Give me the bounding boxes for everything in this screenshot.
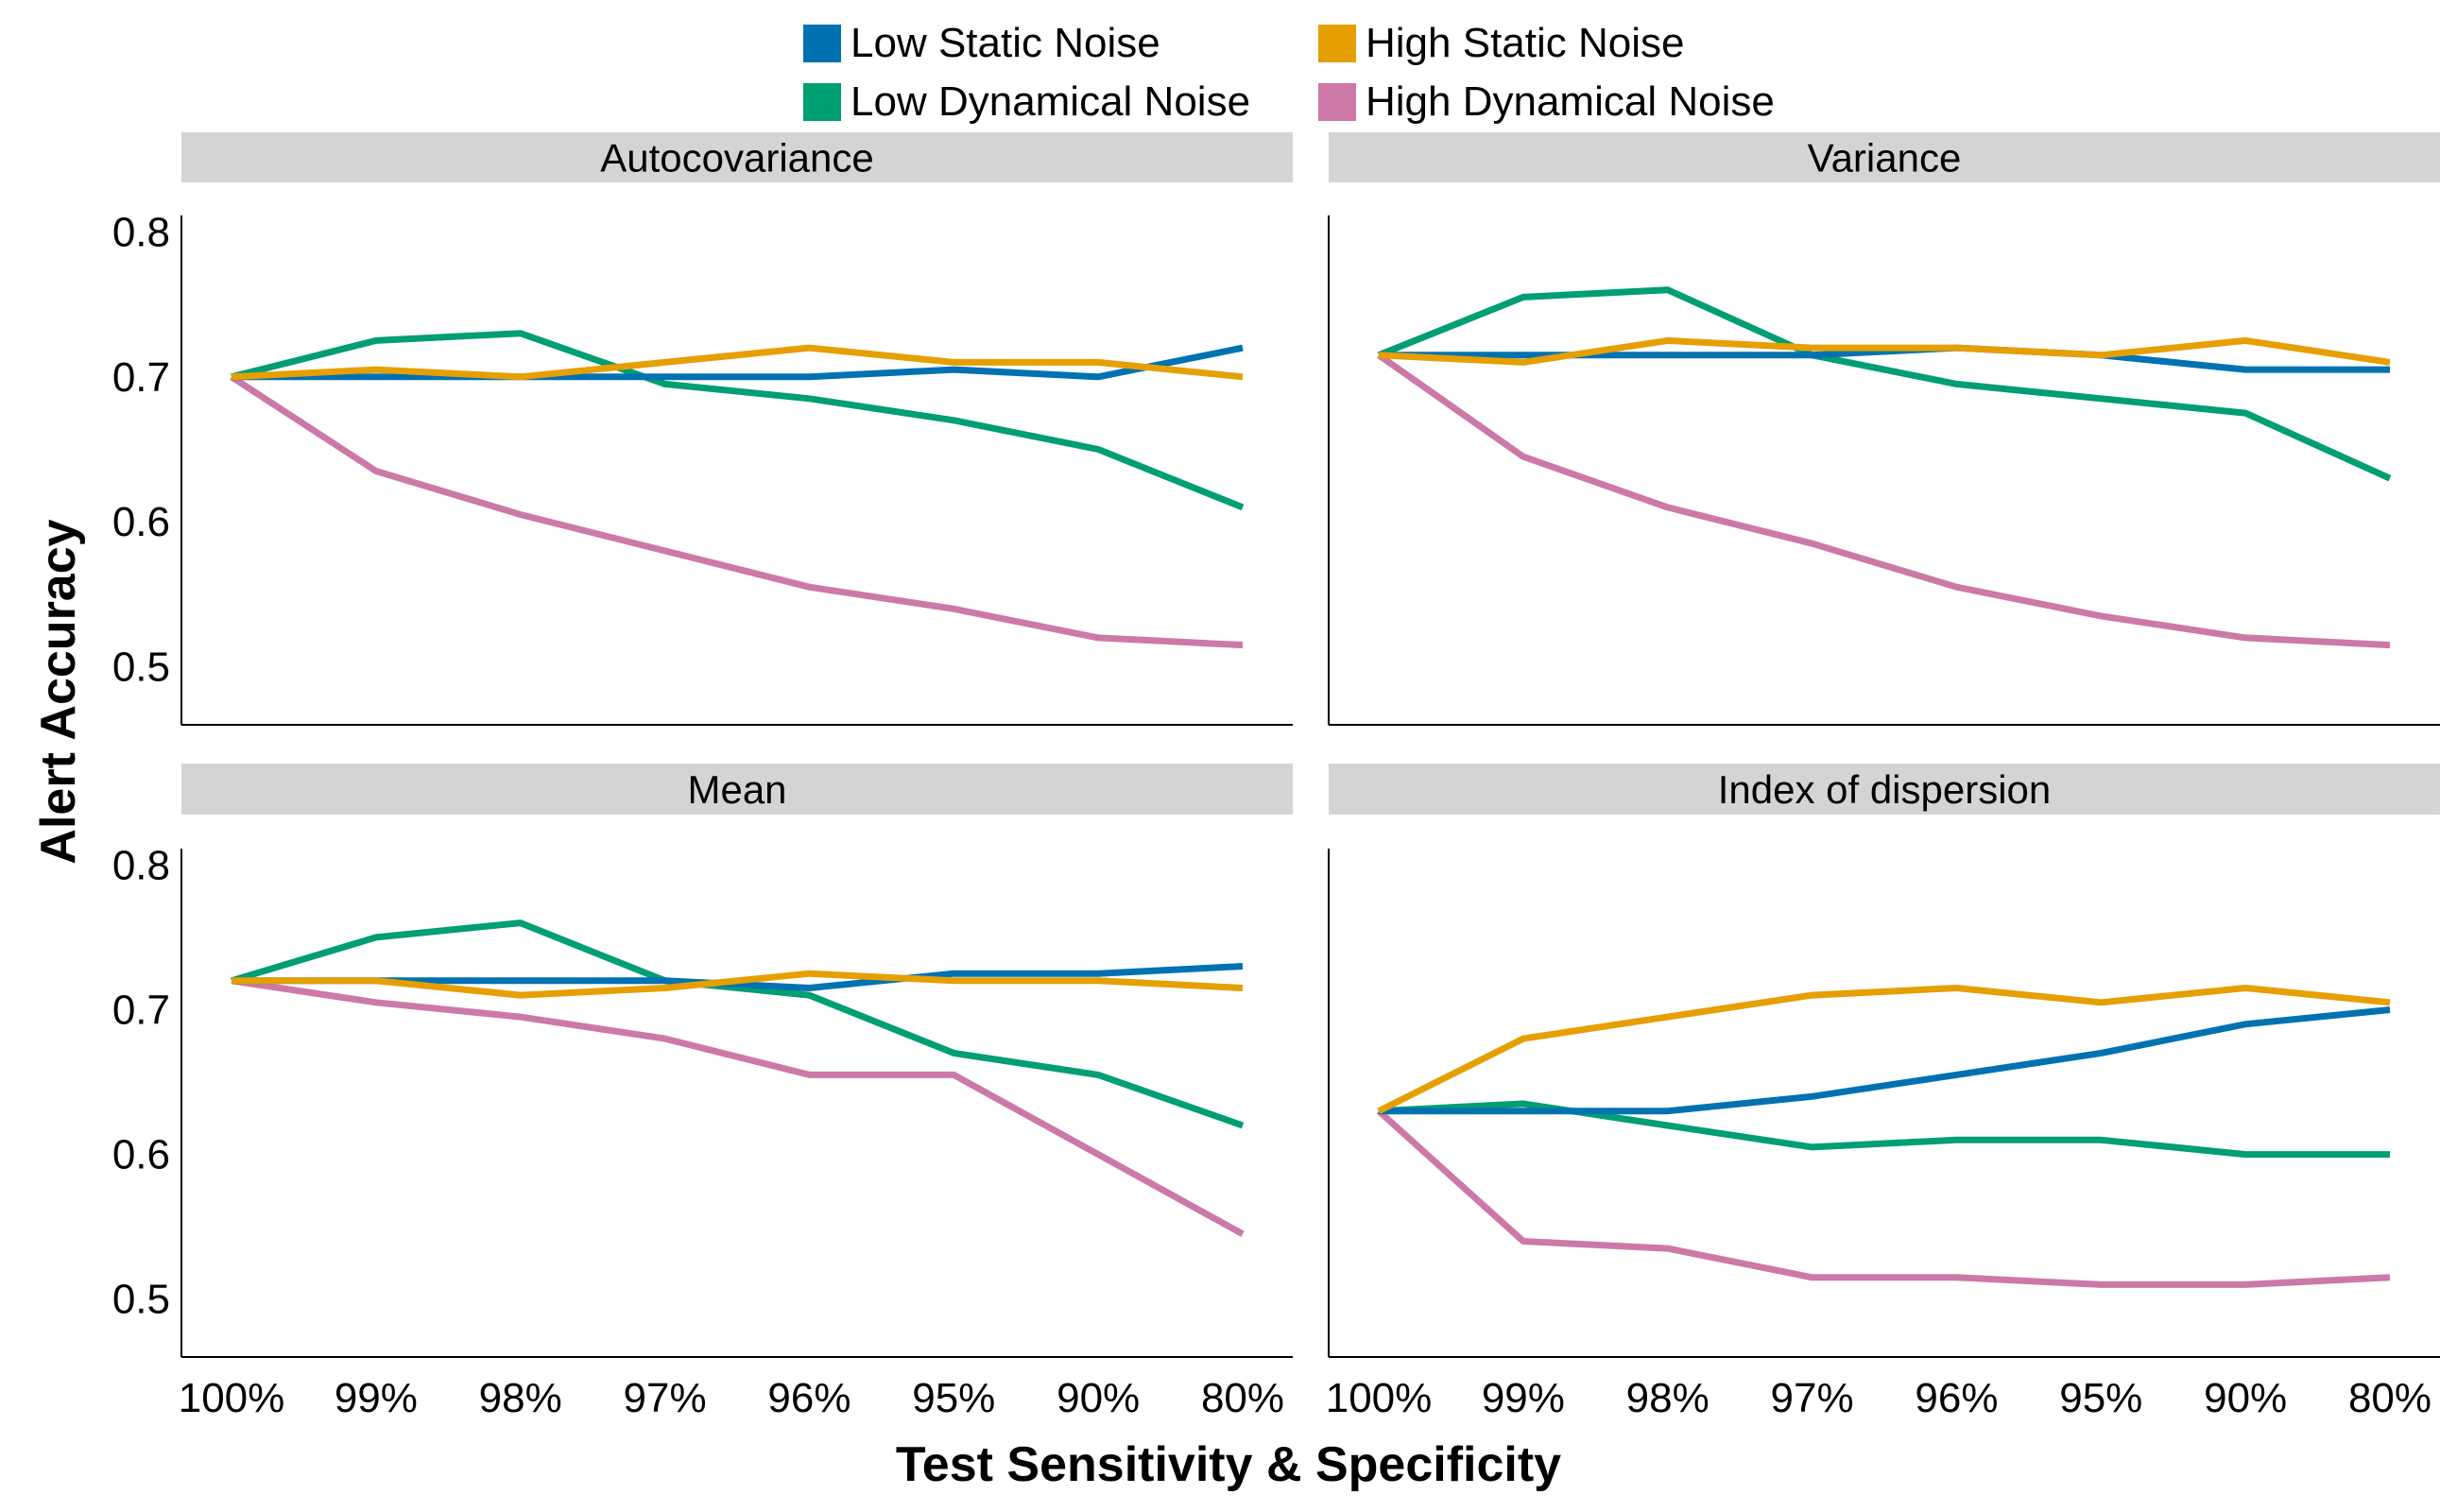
- legend-swatch-high-dynamical-noise: [1318, 83, 1356, 121]
- series-line-low-dynamical-noise-mean: [230, 919, 1245, 1129]
- legend-label: High Static Noise: [1366, 20, 1685, 66]
- x-tick-label: 98%: [1626, 1375, 1710, 1421]
- series-line-high-static-noise-autocovariance: [231, 344, 1244, 381]
- x-tick-label: 97%: [624, 1375, 707, 1421]
- series-line-low-dynamical-noise-index-of-dispersion: [1378, 1100, 2390, 1159]
- legend-item-low-dynamical-noise: Low Dynamical Noise: [803, 76, 1250, 129]
- panel-title-variance: Variance: [1808, 136, 1962, 180]
- y-tick-label: 0.7: [112, 987, 170, 1033]
- series-line-high-dynamical-noise-mean: [231, 977, 1245, 1237]
- y-tick-label: 0.5: [112, 1277, 170, 1323]
- series-line-high-dynamical-noise-variance: [1376, 352, 2391, 649]
- panel-strip-autocovariance: [181, 132, 1293, 182]
- panel-strip-index-of-dispersion: [1329, 764, 2440, 815]
- series-line-low-dynamical-noise-autocovariance: [231, 330, 1245, 511]
- y-tick-label: 0.6: [112, 499, 170, 545]
- legend-label: Low Static Noise: [850, 20, 1160, 66]
- panel-title-mean: Mean: [687, 767, 786, 812]
- series-line-high-static-noise-mean: [232, 970, 1244, 999]
- x-tick-label: 100%: [179, 1375, 285, 1421]
- panel-strip-variance: [1329, 132, 2440, 182]
- y-tick-label: 0.8: [112, 842, 170, 888]
- x-tick-label: 97%: [1771, 1375, 1854, 1421]
- legend-item-high-static-noise: High Static Noise: [1318, 17, 1684, 70]
- series-line-low-dynamical-noise-variance: [1377, 286, 2392, 482]
- panel-title-index-of-dispersion: Index of dispersion: [1718, 767, 2052, 812]
- series-line-low-static-noise-index-of-dispersion: [1379, 1006, 2391, 1115]
- x-tick-label: 90%: [2204, 1375, 2287, 1421]
- x-tick-label: 100%: [1326, 1375, 1433, 1421]
- y-tick-label: 0.7: [112, 354, 170, 401]
- x-tick-label: 90%: [1057, 1375, 1140, 1421]
- legend-swatch-high-static-noise: [1318, 25, 1356, 62]
- series-line-high-dynamical-noise-index-of-dispersion: [1376, 1108, 2391, 1288]
- x-tick-label: 80%: [2348, 1375, 2431, 1421]
- x-tick-label: 96%: [1915, 1375, 1998, 1421]
- series-line-high-dynamical-noise-autocovariance: [230, 373, 1244, 649]
- panel-title-autocovariance: Autocovariance: [600, 136, 874, 180]
- series-line-low-static-noise-autocovariance: [232, 344, 1244, 381]
- legend: Low Static Noise High Static Noise Low D…: [803, 17, 1843, 130]
- legend-item-low-static-noise: Low Static Noise: [803, 17, 1160, 70]
- y-tick-label: 0.5: [112, 644, 170, 691]
- x-tick-label: 98%: [479, 1375, 562, 1421]
- y-tick-label: 0.8: [112, 209, 170, 255]
- series-line-high-static-noise-variance: [1378, 336, 2391, 366]
- legend-swatch-low-dynamical-noise: [803, 83, 841, 121]
- x-tick-label: 80%: [1201, 1375, 1284, 1421]
- series-line-low-static-noise-variance: [1379, 344, 2390, 373]
- x-axis-title: Test Sensitivity & Specificity: [895, 1437, 1562, 1492]
- x-tick-label: 95%: [912, 1375, 995, 1421]
- legend-label: High Dynamical Noise: [1366, 78, 1775, 125]
- x-tick-label: 99%: [1482, 1375, 1565, 1421]
- legend-label: Low Dynamical Noise: [850, 78, 1251, 125]
- legend-swatch-low-static-noise: [803, 25, 841, 62]
- x-tick-label: 95%: [2059, 1375, 2142, 1421]
- x-tick-label: 96%: [767, 1375, 850, 1421]
- x-tick-label: 99%: [335, 1375, 418, 1421]
- y-tick-label: 0.6: [112, 1132, 170, 1178]
- y-axis-title: Alert Accuracy: [31, 519, 86, 865]
- legend-item-high-dynamical-noise: High Dynamical Noise: [1318, 76, 1775, 129]
- panel-strip-mean: [181, 764, 1293, 815]
- series-line-high-static-noise-index-of-dispersion: [1377, 985, 2391, 1114]
